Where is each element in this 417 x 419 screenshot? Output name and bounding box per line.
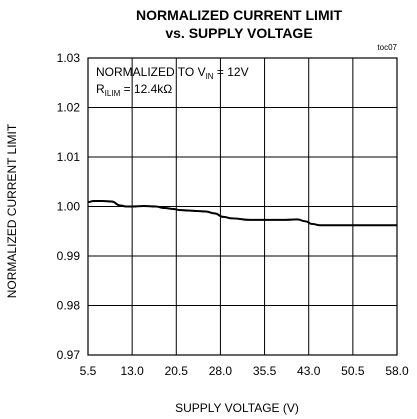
plot-frame: [87, 57, 398, 356]
annotation-line1: NORMALIZED TO VIN = 12V: [96, 65, 249, 81]
x-tick-label: 20.5: [165, 364, 189, 378]
x-tick-label: 58.0: [385, 364, 409, 378]
x-tick-label: 28.0: [209, 364, 233, 378]
y-tick-label: 1.02: [57, 101, 81, 115]
x-tick-label: 35.5: [253, 364, 277, 378]
y-axis-label: NORMALIZED CURRENT LIMIT: [5, 123, 19, 298]
y-tick-label: 0.98: [57, 299, 81, 313]
annotation-line2-main: R: [96, 82, 105, 96]
annotation-line2-tail: = 12.4kΩ: [120, 82, 172, 96]
chart-title-line1: NORMALIZED CURRENT LIMIT: [136, 7, 343, 23]
figure-id-label: toc07: [377, 43, 397, 52]
annotation-line1-sub: IN: [206, 72, 214, 81]
x-tick-label: 43.0: [297, 364, 321, 378]
grid-lines: [88, 58, 397, 355]
annotation-line1-main: NORMALIZED TO V: [96, 65, 206, 79]
annotation-line1-tail: = 12V: [214, 65, 249, 79]
x-tick-label: 5.5: [80, 364, 97, 378]
annotation-line2-sub: ILIM: [105, 89, 121, 98]
annotation-line2: RILIM = 12.4kΩ: [96, 82, 172, 98]
x-axis-label: SUPPLY VOLTAGE (V): [175, 401, 299, 415]
y-tick-label: 1.03: [57, 51, 81, 65]
x-tick-labels: 5.5 13.0 20.5 28.0 35.5 43.0 50.5 58.0: [80, 364, 409, 378]
y-tick-label: 1.00: [57, 200, 81, 214]
y-tick-label: 0.97: [57, 348, 81, 362]
chart-title-line2: vs. SUPPLY VOLTAGE: [165, 25, 312, 41]
y-tick-labels: 0.97 0.98 0.99 1.00 1.01 1.02 1.03: [57, 51, 81, 362]
annotation-box: NORMALIZED TO VIN = 12V RILIM = 12.4kΩ: [96, 65, 249, 98]
x-tick-label: 50.5: [341, 364, 365, 378]
y-tick-label: 0.99: [57, 249, 81, 263]
series-line: [87, 200, 397, 227]
y-tick-label: 1.01: [57, 150, 81, 164]
x-tick-label: 13.0: [120, 364, 144, 378]
